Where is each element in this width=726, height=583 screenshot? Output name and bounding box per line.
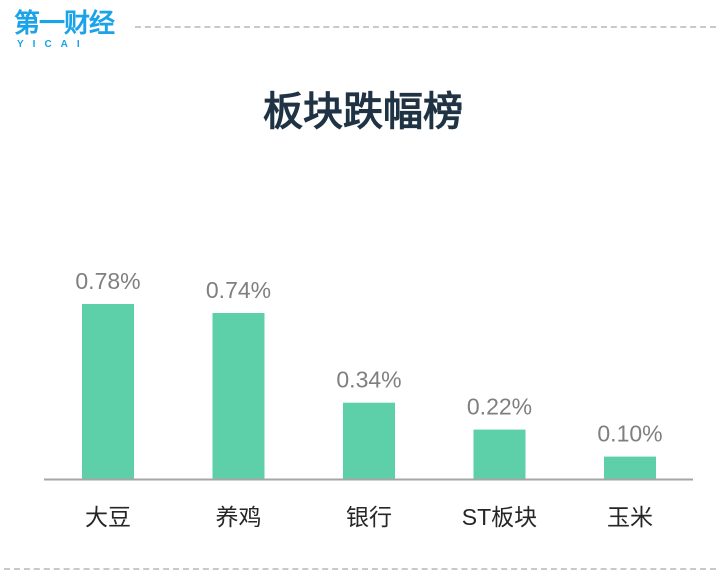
category-label-3: 银行 — [346, 504, 392, 530]
data-label-3: 0.34% — [336, 367, 401, 393]
data-label-2: 0.74% — [206, 277, 271, 303]
header-divider — [135, 26, 716, 28]
bar-2 — [212, 313, 265, 479]
brand-name: 第一财经 — [14, 8, 115, 38]
bar-1 — [82, 304, 134, 479]
brand-sub-text: YICAI — [17, 39, 89, 50]
data-label-1: 0.78% — [75, 268, 140, 294]
category-label-4: ST板块 — [462, 504, 537, 530]
bar-3 — [343, 402, 395, 479]
bar-4 — [473, 429, 526, 479]
chart-title: 板块跌幅榜 — [263, 90, 463, 134]
category-label-1: 大豆 — [85, 504, 131, 530]
footer-divider — [4, 568, 716, 570]
category-label-5: 玉米 — [607, 504, 653, 530]
category-label-2: 养鸡 — [216, 504, 262, 530]
bar-5 — [604, 456, 656, 479]
data-label-5: 0.10% — [597, 421, 662, 447]
data-label-4: 0.22% — [467, 394, 532, 420]
brand-logo: 第一财经 YICAI — [14, 8, 126, 52]
